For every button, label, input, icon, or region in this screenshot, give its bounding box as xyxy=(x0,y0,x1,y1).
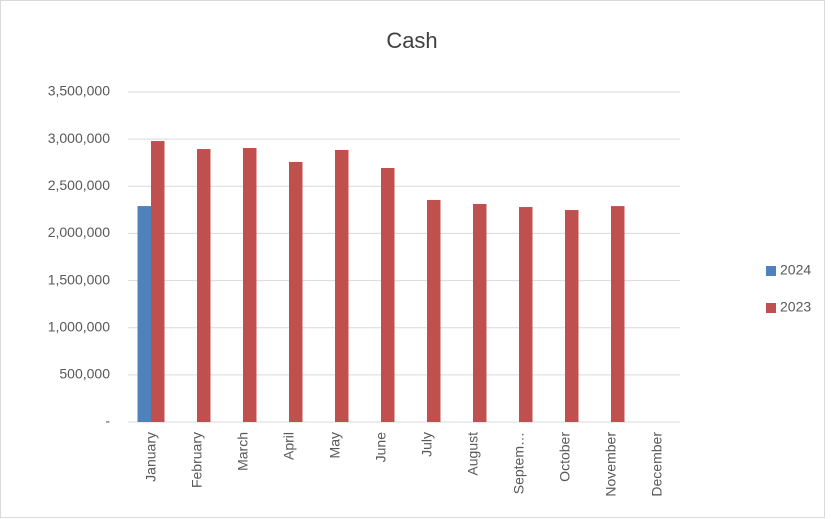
bar xyxy=(427,199,441,422)
legend-swatch xyxy=(766,303,776,313)
x-tick-label: May xyxy=(327,432,343,458)
y-tick-label: 3,000,000 xyxy=(48,130,110,146)
bar xyxy=(197,149,211,423)
x-tick-label: March xyxy=(235,432,251,471)
bar xyxy=(519,207,533,422)
x-tick-label: December xyxy=(649,432,665,497)
y-tick-label: 500,000 xyxy=(59,366,110,382)
y-tick-label: - xyxy=(105,413,110,429)
bar xyxy=(565,210,579,422)
y-tick-label: 2,500,000 xyxy=(48,177,110,193)
legend-swatch xyxy=(766,266,776,276)
x-tick-label: Septem… xyxy=(511,432,527,494)
bar xyxy=(289,161,303,422)
x-tick-label: June xyxy=(373,432,389,463)
bar xyxy=(335,149,349,422)
x-tick-label: April xyxy=(281,432,297,460)
chart-title: Cash xyxy=(386,28,437,53)
y-tick-label: 1,500,000 xyxy=(48,271,110,287)
x-tick-label: November xyxy=(603,432,619,497)
bar xyxy=(611,206,625,422)
bar xyxy=(473,204,487,422)
legend-label: 2024 xyxy=(780,262,811,278)
x-tick-label: August xyxy=(465,432,481,476)
bar xyxy=(243,148,257,422)
x-tick-label: February xyxy=(189,432,205,488)
legend-label: 2023 xyxy=(780,299,811,315)
y-tick-label: 3,500,000 xyxy=(48,83,110,99)
x-tick-label: January xyxy=(143,432,159,482)
bar xyxy=(381,167,395,422)
y-tick-label: 2,000,000 xyxy=(48,224,110,240)
y-tick-label: 1,000,000 xyxy=(48,318,110,334)
x-tick-label: July xyxy=(419,432,435,457)
bar xyxy=(151,141,165,422)
bar xyxy=(137,206,151,422)
x-tick-label: October xyxy=(557,432,573,482)
